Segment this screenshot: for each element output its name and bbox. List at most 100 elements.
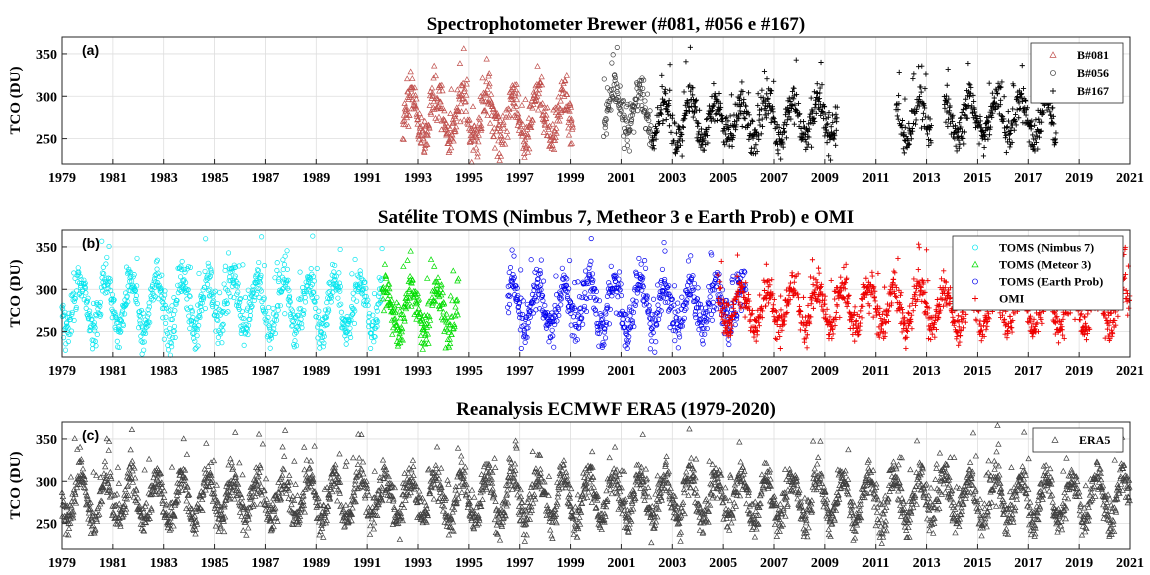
x-tick-label: 2021 [1116,364,1144,379]
x-tick-label: 1995 [455,171,483,186]
x-tick-label: 1983 [150,171,178,186]
x-tick-label: 2007 [760,556,788,571]
series-toms-earth-prob [505,235,749,355]
x-tick-label: 2001 [607,556,635,571]
panel-b: 1979 1981 1983 1985 1987 1989 1991 1993 1995 1997… [8,207,1144,379]
legend: B#081 B#056 B#167 [1030,42,1124,104]
x-tick-label: 1993 [404,171,432,186]
y-tick-label: 250 [36,326,57,341]
x-tick-label: 1985 [201,364,229,379]
x-tick-label: 2019 [1065,364,1093,379]
panel-c: 1979 1981 1983 1985 1987 1989 1991 1993 1995 1997… [8,399,1144,571]
panel-label: (a) [82,42,99,58]
x-tick-label: 1993 [404,556,432,571]
x-tick-label: 2009 [811,556,839,571]
x-tick-label: 1981 [99,171,127,186]
legend-box [1030,42,1124,104]
y-tick-label: 350 [36,241,57,256]
legend-box [952,235,1124,311]
x-tick-label: 2001 [607,364,635,379]
x-tick-label: 2009 [811,171,839,186]
x-tick-label: 1999 [557,171,585,186]
x-tick-label: 1987 [251,364,279,379]
x-tick-label: 2013 [913,364,941,379]
legend-marker [971,260,979,268]
legend-label: B#056 [1077,66,1109,80]
x-tick-label: 2007 [760,364,788,379]
x-tick-label: 1995 [455,556,483,571]
legend-marker [972,278,978,285]
x-tick-label: 2019 [1065,171,1093,186]
x-tick-label: 2005 [709,171,737,186]
x-tick-label: 2011 [862,556,889,571]
y-axis-label: TCO (DU) [8,452,24,520]
x-tick-label: 1989 [302,556,330,571]
series-b-081 [399,45,576,165]
x-tick-label: 1983 [150,556,178,571]
axes-frame [61,421,1131,550]
series-toms-meteor-3 [379,247,462,352]
x-tick-label: 1997 [506,364,534,379]
x-tick-label: 1991 [353,364,381,379]
x-tick-label: 2021 [1116,171,1144,186]
x-tick-label: 2007 [760,171,788,186]
chart-title: Reanalysis ECMWF ERA5 (1979-2020) [456,399,776,420]
y-tick-label: 300 [36,90,57,105]
y-axis-label: TCO (DU) [8,67,24,135]
x-tick-label: 2015 [963,556,991,571]
chart-title: Spectrophotometer Brewer (#081, #056 e #… [427,14,806,35]
y-tick-label: 300 [36,283,57,298]
x-tick-label: 2001 [607,171,635,186]
x-tick-label: 2017 [1014,364,1042,379]
x-tick-label: 2005 [709,364,737,379]
legend-label: B#167 [1077,84,1109,98]
legend-marker [972,295,978,302]
legend-label: B#081 [1077,48,1109,62]
x-tick-label: 1979 [48,171,76,186]
x-tick-label: 2017 [1014,556,1042,571]
x-tick-label: 2013 [913,556,941,571]
series-b-167 [649,44,1059,163]
y-tick-label: 300 [36,475,57,490]
x-tick-label: 2011 [862,364,889,379]
x-tick-label: 2019 [1065,556,1093,571]
x-tick-label: 1987 [251,171,279,186]
chart-title: Satélite TOMS (Nimbus 7, Metheor 3 e Ear… [378,207,854,228]
x-tick-label: 1995 [455,364,483,379]
x-tick-label: 2011 [862,171,889,186]
data-points [399,44,1059,165]
legend-label: TOMS (Earth Prob) [999,275,1103,289]
x-tick-label: 1999 [557,364,585,379]
x-tick-label: 2017 [1014,171,1042,186]
legend-label: TOMS (Nimbus 7) [999,241,1094,255]
x-tick-label: 1981 [99,364,127,379]
legend-marker [1051,436,1059,443]
panel-label: (c) [82,427,99,443]
y-tick-label: 250 [36,518,57,533]
x-tick-label: 2003 [658,171,686,186]
x-tick-label: 2013 [913,171,941,186]
x-tick-label: 2021 [1116,556,1144,571]
x-tick-label: 1993 [404,364,432,379]
axes-frame [61,36,1131,165]
x-tick-label: 1991 [353,171,381,186]
legend-marker [1050,88,1056,94]
legend: TOMS (Nimbus 7) TOMS (Meteor 3) TOMS (Eart… [952,235,1124,311]
x-tick-label: 1999 [557,556,585,571]
x-tick-label: 2005 [709,556,737,571]
panel-label: (b) [82,235,100,251]
legend-marker [1049,51,1057,58]
x-tick-label: 1989 [302,171,330,186]
y-axis-label: TCO (DU) [8,260,24,328]
plot-area [62,37,1130,164]
data-points [58,422,1133,546]
series-toms-nimbus-7 [59,233,385,358]
series-era5 [58,422,1133,546]
legend-label: TOMS (Meteor 3) [999,258,1091,272]
legend: ERA5 [1032,427,1124,453]
x-tick-label: 1985 [201,171,229,186]
legend-label: ERA5 [1079,433,1110,447]
y-tick-label: 250 [36,133,57,148]
x-tick-label: 1979 [48,556,76,571]
x-tick-label: 1991 [353,556,381,571]
